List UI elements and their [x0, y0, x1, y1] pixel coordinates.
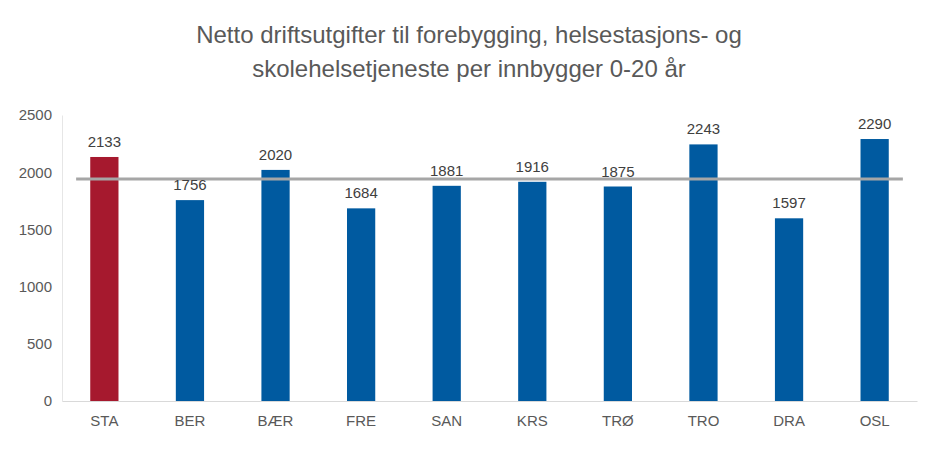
y-tick: 1500 — [19, 221, 62, 238]
title-line: skolehelsetjeneste per innbygger 0-20 år — [252, 55, 686, 82]
y-tick-label: 1500 — [19, 221, 52, 238]
data-label: 1756 — [173, 176, 206, 193]
data-label: 2020 — [259, 146, 292, 163]
x-tick: SAN — [431, 401, 462, 429]
y-axis-line — [62, 116, 63, 402]
x-tick: BÆR — [258, 401, 294, 429]
data-label: 2243 — [687, 120, 720, 137]
title: Netto driftsutgifter til forebygging, he… — [196, 21, 742, 82]
bar — [176, 200, 204, 401]
x-tick-label: TRO — [688, 412, 720, 429]
bar — [90, 157, 118, 401]
bar — [604, 187, 632, 402]
x-tick-label: FRE — [346, 412, 376, 429]
x-tick: TRØ — [602, 401, 634, 429]
data-label: 2133 — [88, 133, 121, 150]
data-label: 1597 — [772, 194, 805, 211]
title-line: Netto driftsutgifter til forebygging, he… — [196, 21, 742, 48]
bar — [518, 182, 546, 401]
x-tick: KRS — [517, 401, 548, 429]
y-tick-label: 0 — [44, 392, 52, 409]
x-tick: DRA — [773, 401, 805, 429]
y-tick-label: 2000 — [19, 164, 52, 181]
y-tick: 2500 — [19, 106, 62, 123]
bar — [433, 186, 461, 401]
x-axis-line — [63, 401, 918, 402]
x-tick-label: STA — [90, 412, 118, 429]
y-tick-label: 500 — [27, 335, 52, 352]
bar — [347, 208, 375, 401]
x-tick: STA — [90, 401, 118, 429]
y-axis: 0 500 1000 1500 2000 2500 — [19, 106, 63, 409]
x-tick-label: KRS — [517, 412, 548, 429]
y-tick: 0 — [44, 392, 62, 409]
y-tick-label: 1000 — [19, 278, 52, 295]
data-label: 2290 — [858, 115, 891, 132]
x-tick-label: DRA — [773, 412, 805, 429]
y-tick: 1000 — [19, 278, 62, 295]
x-axis: STA BER BÆR FRE SAN KRS TRØ TRO DRA OSL — [63, 401, 918, 429]
x-tick-label: OSL — [860, 412, 890, 429]
data-label: 1881 — [430, 162, 463, 179]
data-labels: 2133 1756 2020 1684 1881 1916 1875 2243 1597 2290 — [88, 115, 892, 211]
x-tick-label: SAN — [431, 412, 462, 429]
x-tick-label: BÆR — [258, 412, 294, 429]
x-tick: FRE — [346, 401, 376, 429]
y-tick: 2000 — [19, 164, 62, 181]
y-tick-label: 2500 — [19, 106, 52, 123]
bar — [689, 144, 717, 401]
y-tick: 500 — [27, 335, 62, 352]
data-label: 1684 — [344, 184, 377, 201]
x-tick: TRO — [688, 401, 720, 429]
x-tick-label: BER — [175, 412, 206, 429]
chart: Netto driftsutgifter til forebygging, he… — [0, 0, 938, 450]
bar — [775, 218, 803, 401]
data-label: 1875 — [601, 163, 634, 180]
bars — [76, 139, 903, 401]
x-tick: BER — [175, 401, 206, 429]
x-tick: OSL — [860, 401, 890, 429]
data-label: 1916 — [516, 158, 549, 175]
bar — [261, 170, 289, 401]
plot: 0 500 1000 1500 2000 2500 STA BER BÆR FRE SAN KRS TR… — [19, 106, 918, 428]
x-tick-label: TRØ — [602, 412, 634, 429]
